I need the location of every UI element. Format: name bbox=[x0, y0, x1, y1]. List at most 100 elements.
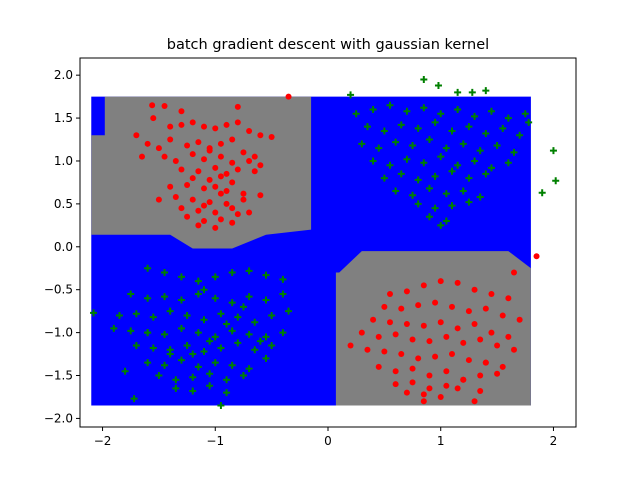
point-red-dot bbox=[223, 121, 230, 128]
point-red-dot bbox=[195, 139, 202, 146]
point-red-dot bbox=[443, 382, 450, 389]
x-tick-label: 2 bbox=[550, 434, 558, 448]
point-red-dot bbox=[477, 372, 484, 379]
point-green-plus bbox=[144, 329, 152, 337]
point-red-dot bbox=[415, 355, 422, 362]
point-red-dot bbox=[149, 102, 156, 109]
point-green-plus bbox=[420, 75, 428, 83]
y-tick-label: 1.5 bbox=[54, 111, 73, 125]
decision-region-gray-2 bbox=[335, 251, 531, 406]
point-green-plus bbox=[403, 155, 411, 163]
point-red-dot bbox=[482, 305, 489, 312]
point-green-plus bbox=[211, 359, 219, 367]
point-red-dot bbox=[217, 153, 224, 160]
point-green-plus bbox=[172, 384, 180, 392]
point-green-plus bbox=[127, 327, 135, 335]
point-green-plus bbox=[279, 275, 287, 283]
point-green-plus bbox=[482, 130, 490, 138]
point-green-plus bbox=[476, 193, 484, 201]
point-green-plus bbox=[431, 172, 439, 180]
point-green-plus bbox=[228, 269, 236, 277]
point-green-plus bbox=[228, 327, 236, 335]
x-tick-label: −1 bbox=[206, 434, 224, 448]
point-green-plus bbox=[144, 264, 152, 272]
point-green-plus bbox=[425, 184, 433, 192]
point-red-dot bbox=[229, 179, 236, 186]
point-red-dot bbox=[155, 145, 162, 152]
point-red-dot bbox=[212, 125, 219, 132]
chart-title: batch gradient descent with gaussian ker… bbox=[167, 37, 489, 53]
point-red-dot bbox=[375, 363, 382, 370]
point-green-plus bbox=[352, 110, 360, 118]
point-green-plus bbox=[437, 110, 445, 118]
point-red-dot bbox=[443, 333, 450, 340]
point-green-plus bbox=[504, 159, 512, 167]
point-red-dot bbox=[133, 132, 140, 139]
point-green-plus bbox=[414, 176, 422, 184]
point-green-plus bbox=[369, 157, 377, 165]
point-green-plus bbox=[279, 290, 287, 298]
point-red-dot bbox=[223, 200, 230, 207]
point-green-plus bbox=[172, 376, 180, 384]
point-green-plus bbox=[392, 138, 400, 146]
point-red-dot bbox=[454, 325, 461, 332]
point-green-plus bbox=[251, 346, 259, 354]
point-green-plus bbox=[115, 311, 123, 319]
point-green-plus bbox=[431, 204, 439, 212]
point-green-plus bbox=[127, 290, 135, 298]
point-green-plus bbox=[239, 303, 247, 311]
point-red-dot bbox=[387, 290, 393, 297]
y-tick-label: −1.0 bbox=[44, 326, 73, 340]
point-green-plus bbox=[194, 290, 202, 298]
point-green-plus bbox=[228, 299, 236, 307]
point-red-dot bbox=[420, 282, 427, 289]
point-red-dot bbox=[172, 194, 179, 201]
decision-region-gray-1 bbox=[91, 96, 312, 249]
point-red-dot bbox=[206, 199, 213, 206]
point-green-plus bbox=[482, 87, 490, 95]
point-green-plus bbox=[200, 286, 208, 294]
point-green-plus bbox=[228, 361, 236, 369]
point-red-dot bbox=[167, 183, 174, 190]
point-red-dot bbox=[201, 185, 207, 192]
point-green-plus bbox=[130, 395, 138, 403]
point-red-dot bbox=[257, 192, 264, 199]
point-green-plus bbox=[268, 311, 276, 319]
point-green-plus bbox=[499, 124, 507, 132]
point-red-dot bbox=[161, 103, 168, 110]
point-green-plus bbox=[465, 174, 473, 182]
point-red-dot bbox=[217, 216, 224, 223]
point-green-plus bbox=[521, 110, 529, 118]
point-green-plus bbox=[245, 293, 253, 301]
point-red-dot bbox=[398, 305, 405, 312]
point-green-plus bbox=[538, 189, 546, 197]
x-tick-label: 0 bbox=[324, 434, 332, 448]
point-green-plus bbox=[414, 124, 422, 132]
point-green-plus bbox=[223, 389, 231, 397]
point-red-dot bbox=[167, 123, 174, 130]
point-red-dot bbox=[195, 222, 202, 229]
point-red-dot bbox=[426, 338, 433, 345]
point-red-dot bbox=[189, 151, 196, 158]
point-red-dot bbox=[482, 359, 489, 366]
point-green-plus bbox=[448, 127, 456, 135]
point-red-dot bbox=[392, 368, 399, 375]
point-green-plus bbox=[380, 127, 388, 135]
point-red-dot bbox=[229, 136, 236, 143]
point-green-plus bbox=[144, 359, 152, 367]
point-red-dot bbox=[223, 170, 230, 177]
point-red-dot bbox=[449, 303, 455, 310]
point-green-plus bbox=[437, 221, 445, 229]
point-red-dot bbox=[234, 211, 241, 218]
point-red-dot bbox=[139, 153, 145, 160]
point-red-dot bbox=[212, 164, 219, 171]
point-green-plus bbox=[403, 107, 411, 115]
point-green-plus bbox=[245, 330, 253, 338]
point-green-plus bbox=[149, 344, 157, 352]
point-red-dot bbox=[201, 123, 207, 130]
point-green-plus bbox=[465, 198, 473, 206]
point-green-plus bbox=[414, 200, 422, 208]
point-red-dot bbox=[437, 278, 444, 285]
point-red-dot bbox=[217, 190, 224, 197]
